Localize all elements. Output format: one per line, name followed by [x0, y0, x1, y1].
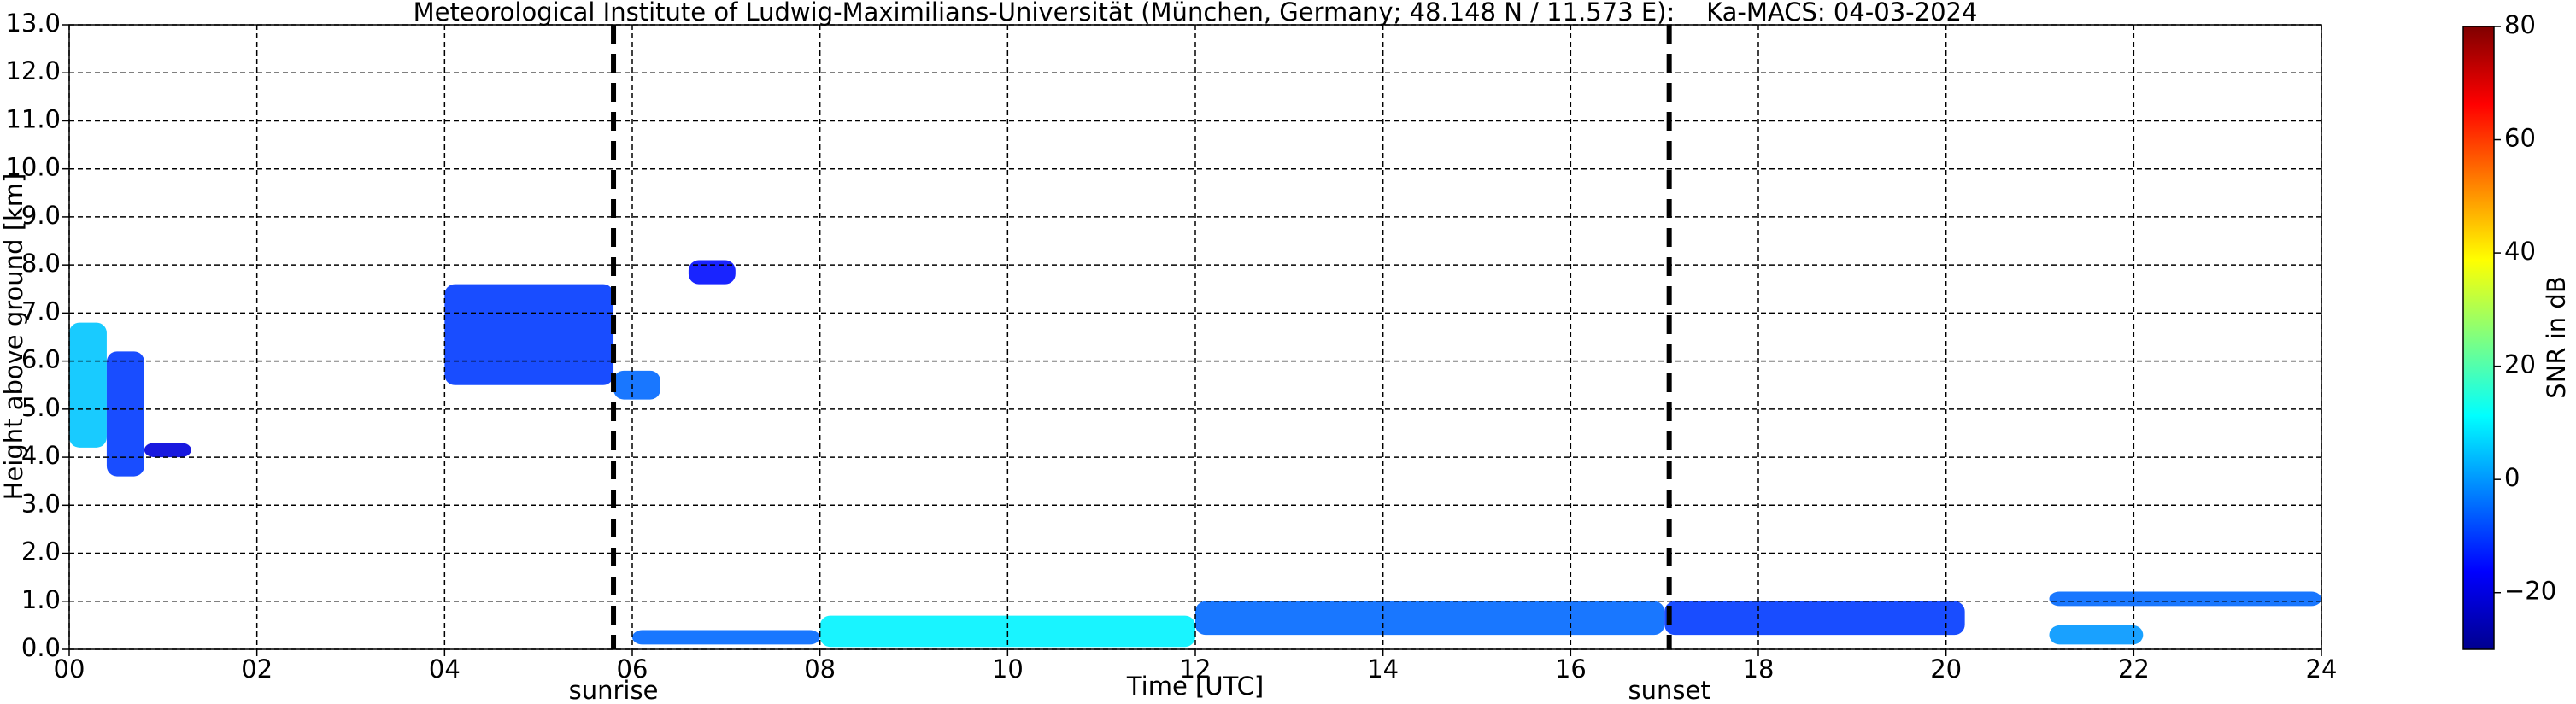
echo-cell: [613, 370, 660, 400]
x-tick-label: 20: [1930, 654, 1962, 683]
echo-cell: [69, 322, 107, 448]
y-tick-label: 13.0: [5, 9, 61, 38]
echo-cell: [688, 260, 736, 285]
y-tick-label: 4.0: [21, 441, 61, 470]
x-axis-label: Time [UTC]: [1126, 672, 1264, 701]
echo-cell: [1664, 601, 1965, 636]
x-tick-label: 04: [429, 654, 461, 683]
echo-cell: [144, 443, 191, 458]
plot-frame: [68, 24, 2322, 650]
y-tick-label: 5.0: [21, 393, 61, 422]
echo-cell: [106, 351, 144, 477]
echo-cell: [819, 615, 1195, 648]
echo-cell: [1195, 601, 1665, 636]
y-tick-label: 11.0: [5, 104, 61, 133]
x-tick-label: 10: [992, 654, 1024, 683]
colorbar-tick-label: −20: [2504, 577, 2556, 606]
y-tick-label: 0.0: [21, 633, 61, 662]
echo-cell: [444, 284, 614, 385]
x-tick-label: 12: [1180, 654, 1212, 683]
x-tick-label: 18: [1743, 654, 1775, 683]
y-tick-label: 6.0: [21, 345, 61, 374]
x-tick-label: 02: [241, 654, 273, 683]
y-tick-label: 7.0: [21, 296, 61, 326]
y-tick-label: 2.0: [21, 537, 61, 566]
colorbar-tick-label: 60: [2504, 124, 2536, 153]
colorbar-tick-label: 40: [2504, 237, 2536, 266]
y-tick-label: 3.0: [21, 489, 61, 518]
x-tick-label: 14: [1367, 654, 1399, 683]
annotation: sunset: [1628, 676, 1710, 704]
colorbar-tick-label: 0: [2504, 463, 2520, 492]
y-axis-label: Height above ground [km]: [0, 173, 28, 501]
colorbar: [2463, 26, 2494, 649]
colorbar-tick-label: 80: [2504, 10, 2536, 39]
y-tick-label: 1.0: [21, 585, 61, 614]
colorbar-frame: [2462, 26, 2495, 650]
x-tick-label: 16: [1555, 654, 1587, 683]
y-tick-label: 12.0: [5, 56, 61, 85]
x-tick-label: 08: [804, 654, 836, 683]
y-tick-label: 8.0: [21, 249, 61, 278]
colorbar-label: SNR in dB: [2542, 276, 2571, 398]
y-tick-label: 9.0: [21, 201, 61, 230]
x-tick-label: 24: [2306, 654, 2338, 683]
x-tick-label: 00: [54, 654, 85, 683]
annotation: sunrise: [569, 676, 659, 704]
echo-cell: [2049, 591, 2321, 607]
x-tick-label: 22: [2118, 654, 2150, 683]
echo-cell: [2049, 625, 2144, 645]
x-tick-label: 06: [617, 654, 648, 683]
chart-title: Meteorological Institute of Ludwig-Maxim…: [414, 0, 1978, 26]
echo-cell: [632, 630, 820, 645]
colorbar-tick-label: 20: [2504, 350, 2536, 379]
y-tick-label: 10.0: [5, 153, 61, 182]
